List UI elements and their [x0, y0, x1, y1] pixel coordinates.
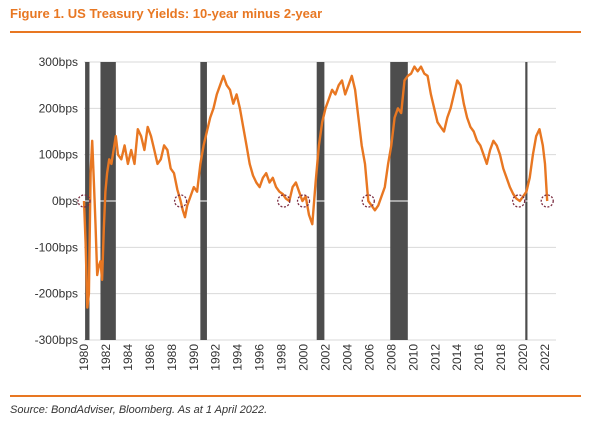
y-axis-ticks: 300bps 200bps 100bps 0bps -100bps -200bps -300…: [35, 55, 78, 347]
x-tick-label: 1992: [209, 344, 223, 371]
title-rule: [10, 31, 581, 33]
x-tick-label: 1994: [231, 344, 245, 371]
source-rule: [10, 395, 581, 397]
figure-title: Figure 1. US Treasury Yields: 10-year mi…: [10, 6, 323, 21]
inversion-marker: [361, 194, 375, 208]
x-tick-label: 2006: [362, 344, 376, 371]
y-tick-label: -100bps: [35, 240, 78, 254]
source-note: Source: BondAdviser, Bloomberg. As at 1 …: [10, 404, 268, 416]
x-tick-label: 1986: [143, 344, 157, 371]
spread-line: [82, 65, 549, 309]
x-tick-label: 2022: [538, 344, 552, 371]
spread-series: [82, 65, 549, 309]
inversion-marker: [277, 194, 291, 208]
y-tick-label: 0bps: [52, 194, 78, 208]
y-tick-label: -200bps: [35, 287, 78, 301]
x-tick-label: 2020: [516, 344, 530, 371]
x-tick-label: 2016: [472, 344, 486, 371]
inversion-marker: [512, 194, 526, 208]
y-tick-label: 200bps: [39, 101, 78, 115]
x-tick-label: 1984: [121, 344, 135, 371]
inversion-marker: [296, 194, 311, 208]
x-tick-label: 2014: [450, 344, 464, 371]
inversion-markers: [77, 194, 554, 208]
x-tick-label: 2002: [319, 344, 333, 371]
inversion-marker: [77, 194, 91, 208]
x-axis-ticks: 1980 1982 1984 1986 1988 1990 1992 1994 1996 1998…: [77, 344, 552, 371]
x-tick-label: 2008: [384, 344, 398, 371]
y-tick-label: -300bps: [35, 333, 78, 347]
x-tick-label: 2010: [406, 344, 420, 371]
y-tick-label: 100bps: [39, 148, 78, 162]
inversion-marker: [173, 194, 188, 208]
x-tick-label: 1990: [187, 344, 201, 371]
x-tick-label: 2000: [297, 344, 311, 371]
x-tick-label: 1988: [165, 344, 179, 371]
inversion-marker: [540, 194, 554, 208]
x-tick-label: 2012: [428, 344, 442, 371]
y-tick-label: 300bps: [39, 55, 78, 69]
x-tick-label: 1996: [253, 344, 267, 371]
x-tick-label: 2018: [494, 344, 508, 371]
x-tick-label: 2004: [340, 344, 354, 371]
x-tick-label: 1998: [275, 344, 289, 371]
x-tick-label: 1980: [77, 344, 91, 371]
x-tick-label: 1982: [99, 344, 113, 371]
